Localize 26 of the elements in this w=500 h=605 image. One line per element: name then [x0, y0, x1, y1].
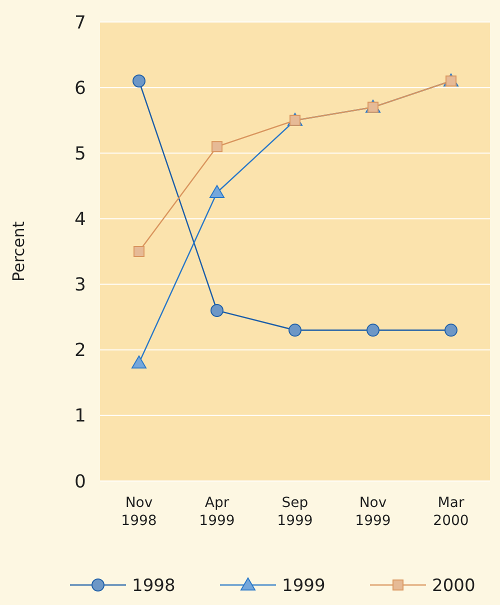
point [288, 324, 302, 337]
x-tick-label: Nov 1998 [121, 495, 157, 529]
x-tick-label: Sep 1999 [277, 495, 313, 529]
point [132, 74, 146, 88]
point [210, 184, 224, 198]
point [366, 324, 380, 337]
x-tick-label: Apr 1999 [199, 495, 235, 529]
point [212, 141, 222, 152]
y-tick-label: 7 [74, 12, 86, 34]
x-tick-label: Nov 1999 [355, 495, 391, 529]
y-axis-title: Percent [9, 221, 28, 282]
legend-label: 1998 [132, 576, 176, 596]
y-tick-label: 2 [74, 340, 86, 362]
legend-label: 1999 [282, 576, 326, 596]
y-tick-label: 5 [74, 143, 86, 164]
x-tick-label: Mar 2000 [433, 495, 469, 529]
y-tick-label: 4 [74, 209, 86, 230]
y-tick-label: 6 [74, 78, 86, 99]
point [132, 355, 146, 368]
point [210, 304, 224, 318]
y-tick-label: 1 [74, 406, 86, 427]
point [134, 246, 144, 257]
legend-label: 2000 [432, 576, 476, 596]
y-tick-label: 0 [74, 471, 86, 492]
y-tick-label: 3 [74, 274, 86, 296]
point [444, 324, 458, 337]
